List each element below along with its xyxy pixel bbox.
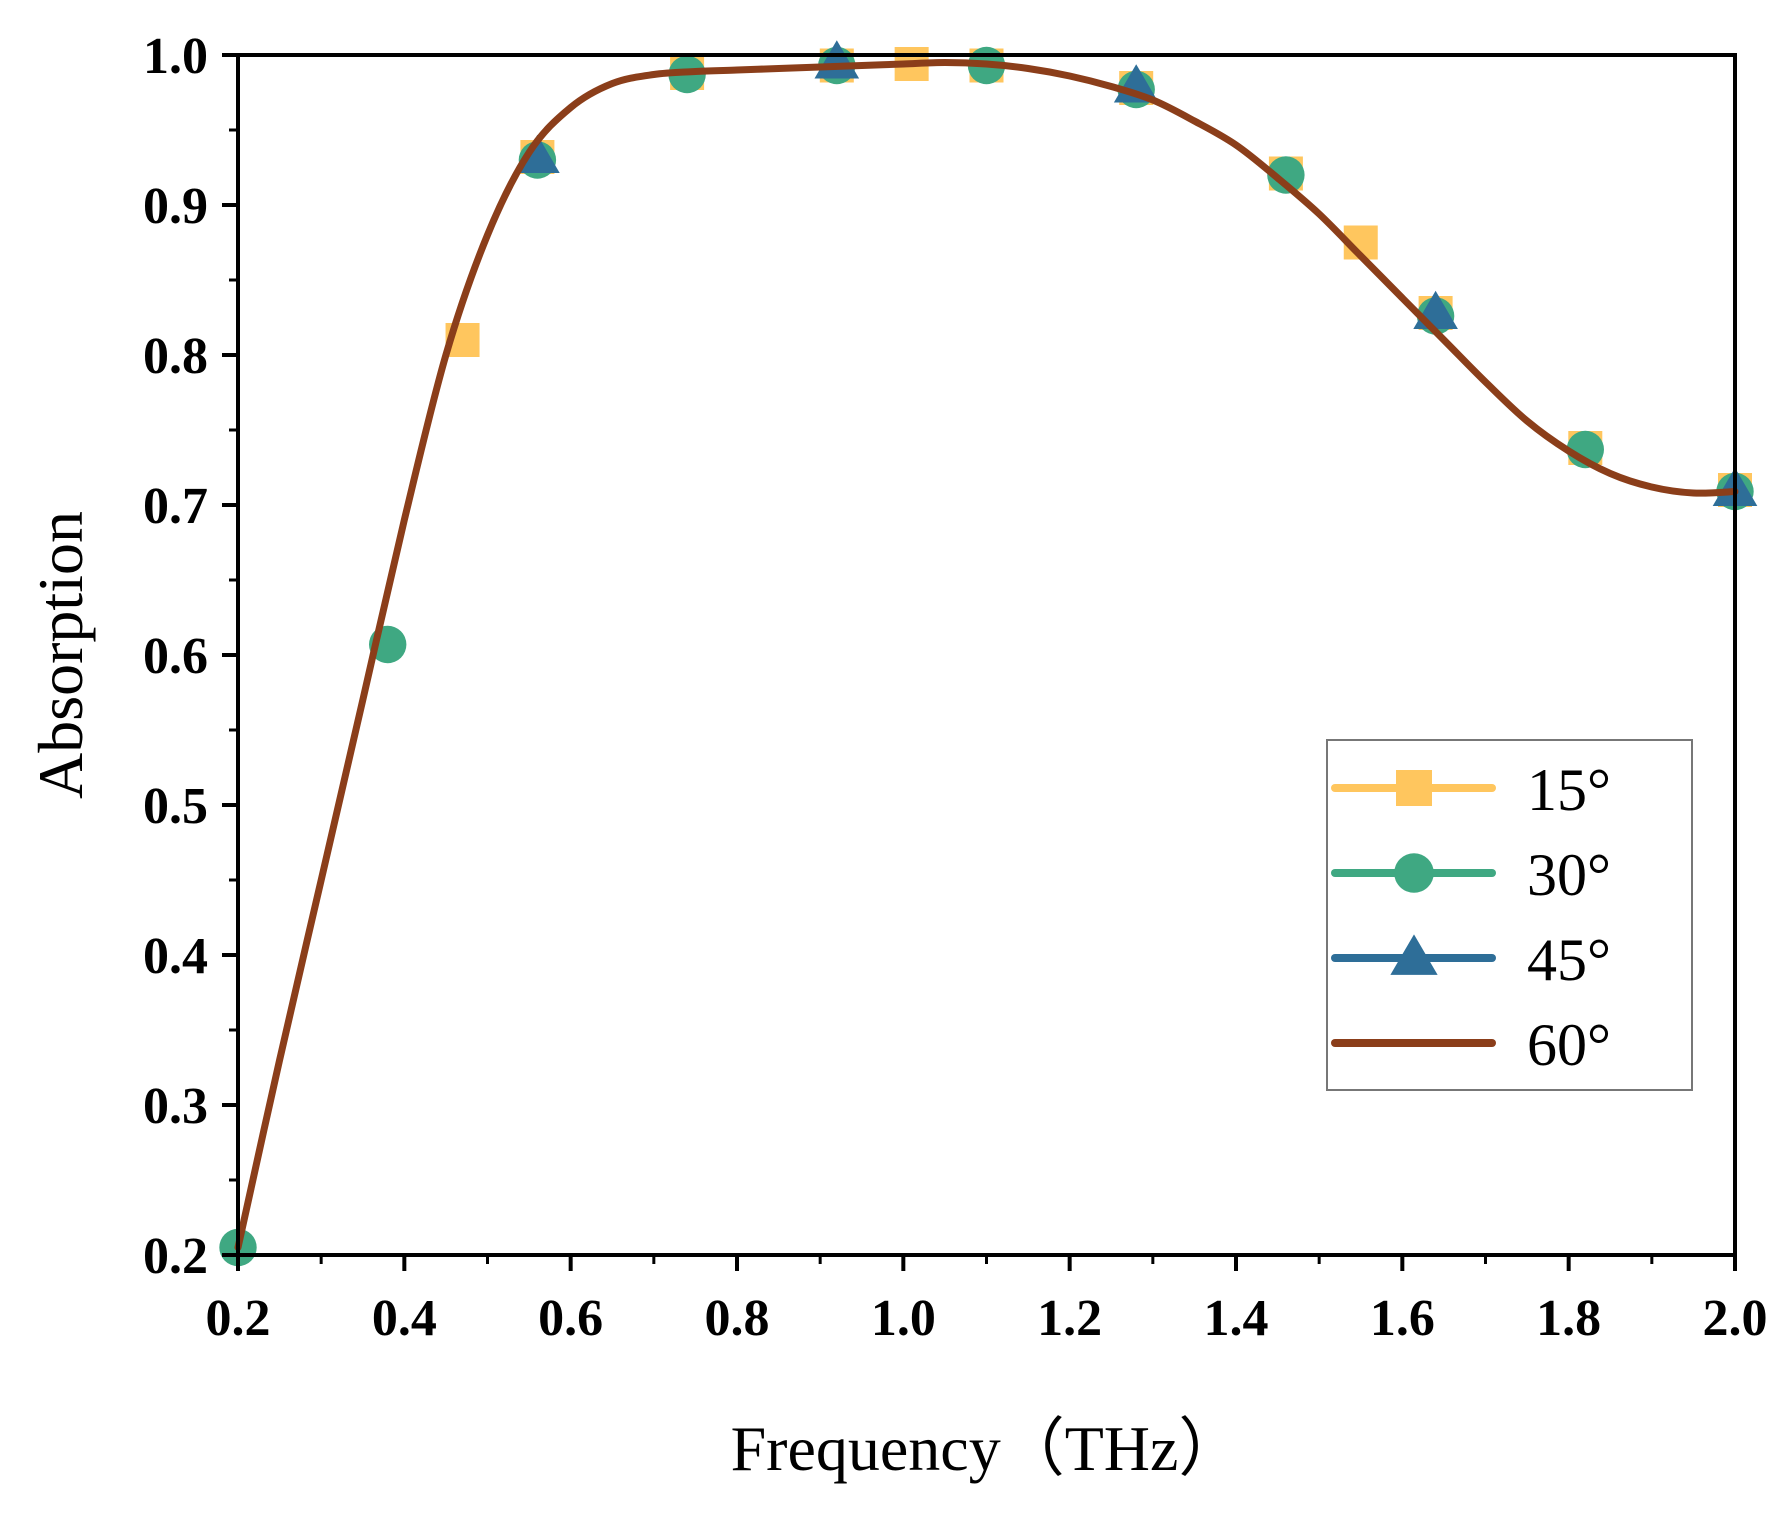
y-tick-label: 0.7	[143, 478, 208, 535]
legend-entry: 15°	[1331, 757, 1611, 823]
y-tick-label: 0.5	[143, 778, 208, 835]
y-axis-title: Absorption	[25, 511, 96, 799]
series-line-60deg	[234, 59, 1739, 1251]
legend-label: 45°	[1527, 927, 1611, 993]
legend-label: 60°	[1527, 1012, 1611, 1078]
y-tick-label: 0.3	[143, 1078, 208, 1135]
legend-label: 15°	[1527, 757, 1611, 823]
axes: 0.2 0.4 0.6 0.8 1.0 1.2 1.4 1.6 1.8 2.0 0.2 0.3 0.4 0…	[143, 28, 1768, 1347]
x-tick-label: 0.8	[705, 1290, 770, 1347]
legend-marker	[1396, 770, 1432, 806]
legend: 15° 30° 45° 60°	[1326, 739, 1693, 1091]
x-tick-label: 0.2	[206, 1290, 271, 1347]
x-axis-title: Frequency（THz）	[731, 1413, 1243, 1484]
legend-marker	[1394, 853, 1434, 893]
x-tick-label: 1.0	[871, 1290, 936, 1347]
y-tick-label: 0.4	[143, 928, 208, 985]
series-60deg	[234, 59, 1739, 1251]
data-point-30deg-7	[1267, 156, 1305, 194]
x-tick-label: 1.4	[1204, 1290, 1269, 1347]
legend-box	[1326, 739, 1693, 1091]
x-tick-label: 0.4	[372, 1290, 437, 1347]
legend-entry: 45°	[1331, 927, 1611, 993]
y-tick-label: 0.6	[143, 628, 208, 685]
legend-label: 30°	[1527, 842, 1611, 908]
legend-entry: 30°	[1331, 842, 1611, 908]
y-tick-label: 1.0	[143, 28, 208, 85]
x-tick-label: 1.8	[1536, 1290, 1601, 1347]
y-tick-label: 0.9	[143, 178, 208, 235]
y-tick-label: 0.8	[143, 328, 208, 385]
legend-marker	[1390, 934, 1438, 975]
x-tick-label: 0.6	[538, 1290, 603, 1347]
x-tick-label: 2.0	[1703, 1290, 1768, 1347]
legend-entry: 60°	[1331, 1012, 1611, 1078]
y-tick-label: 0.2	[143, 1228, 208, 1285]
x-tick-label: 1.6	[1370, 1290, 1435, 1347]
x-tick-label: 1.2	[1037, 1290, 1102, 1347]
